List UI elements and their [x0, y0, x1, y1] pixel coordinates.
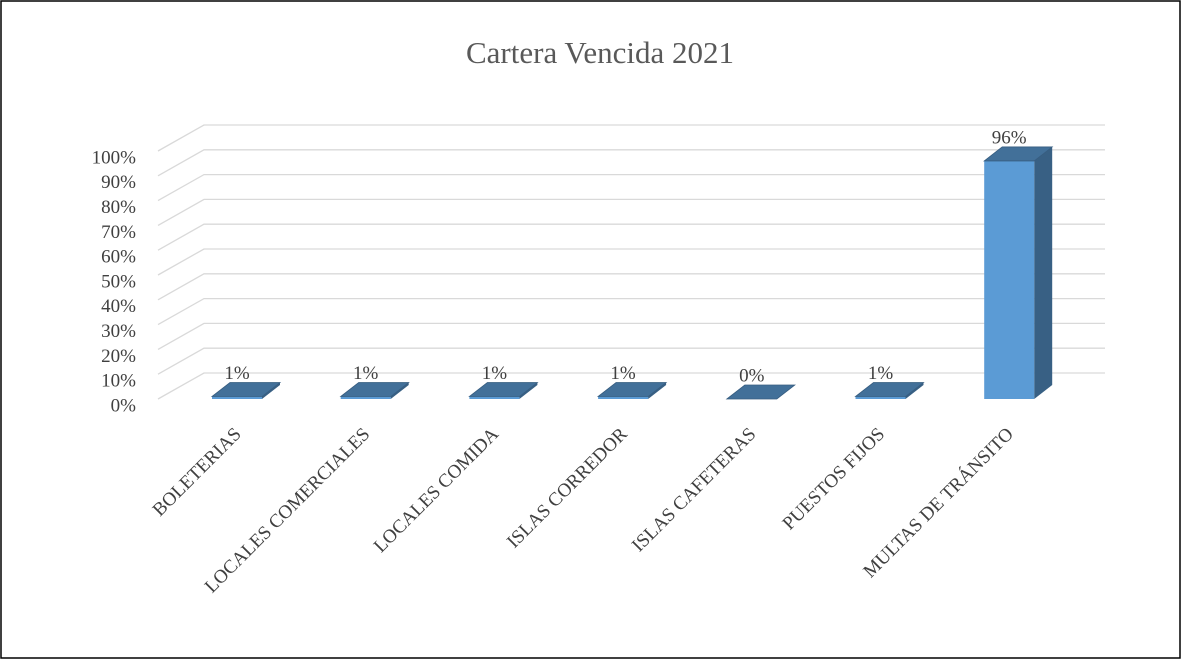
bar-top: [854, 382, 925, 397]
grid-line: [157, 198, 1105, 226]
bar-top: [468, 382, 539, 397]
bar-top: [725, 384, 796, 400]
y-tick-label: 10%: [101, 371, 136, 392]
y-tick-label: 20%: [101, 346, 136, 367]
grid-line: [157, 223, 1105, 251]
y-tick-label: 100%: [92, 147, 137, 168]
y-tick-label: 80%: [101, 197, 136, 218]
bar-top: [596, 382, 668, 397]
grid-line: [157, 273, 1105, 301]
grid-line: [157, 347, 1105, 375]
data-label: 1%: [482, 363, 508, 384]
bar-front: [469, 396, 520, 399]
bar-front: [212, 396, 262, 399]
y-tick-label: 30%: [101, 321, 136, 342]
bar-side: [519, 382, 538, 399]
y-tick-label: 0%: [111, 395, 137, 416]
bar-top: [983, 146, 1054, 162]
bar-top: [339, 382, 410, 397]
y-tick-label: 90%: [101, 172, 136, 193]
y-tick-label: 50%: [101, 271, 136, 292]
grid-line: [157, 372, 1105, 400]
grid-line: [157, 297, 1105, 326]
bar-side: [905, 382, 924, 399]
data-label: 1%: [353, 363, 379, 384]
bar-side: [1034, 146, 1053, 399]
grid-line: [157, 322, 1105, 350]
data-label: 0%: [739, 365, 765, 386]
bar-top: [210, 382, 282, 397]
bar-front: [598, 396, 649, 399]
bar-side: [262, 382, 280, 399]
y-tick-label: 40%: [101, 296, 136, 317]
grid-line: [157, 124, 1105, 152]
bar-front: [855, 396, 906, 399]
grid-line: [157, 248, 1105, 276]
data-label: 1%: [224, 363, 250, 384]
y-tick-label: 60%: [101, 247, 136, 268]
data-label: 96%: [992, 127, 1027, 148]
grid-line: [157, 173, 1105, 202]
data-label: 1%: [868, 363, 894, 384]
chart-title: Cartera Vencida 2021: [466, 35, 734, 70]
bar-front: [340, 396, 391, 399]
bar-side: [390, 382, 409, 399]
y-tick-label: 70%: [101, 222, 136, 243]
bar-side: [648, 382, 667, 399]
grid-line: [157, 149, 1105, 177]
data-label: 1%: [610, 363, 636, 384]
bar-front: [984, 160, 1035, 399]
